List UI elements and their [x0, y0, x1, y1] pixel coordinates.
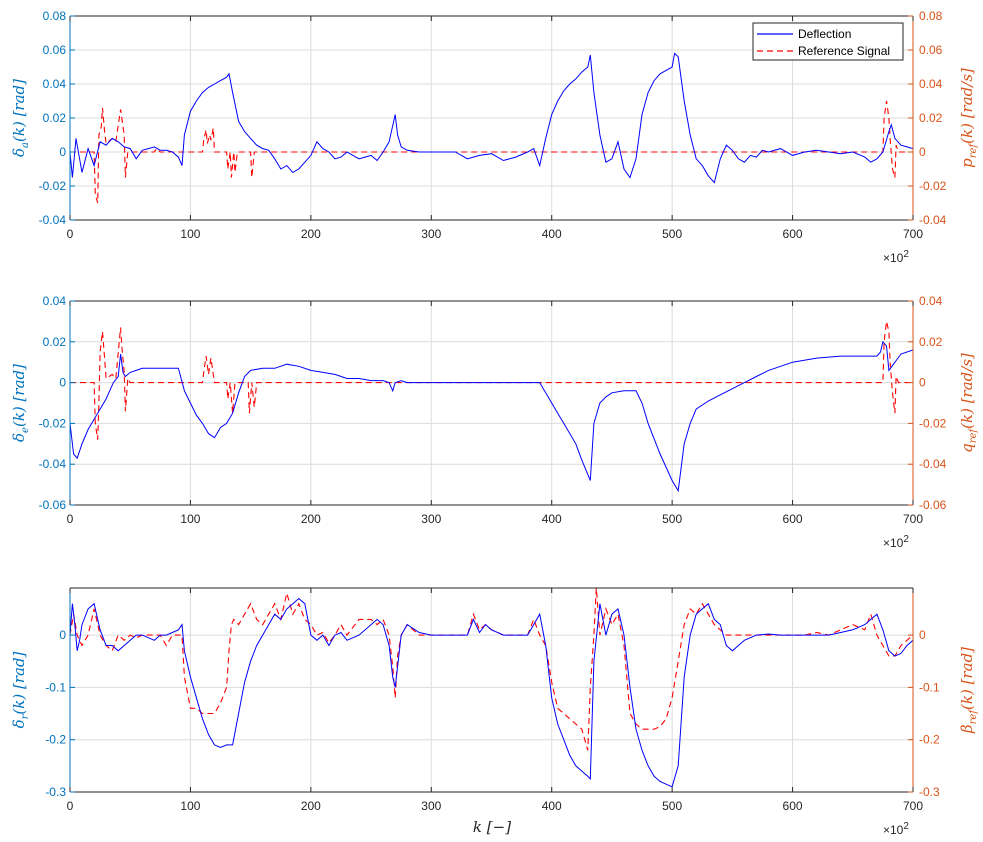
- reference-signal-line: [70, 100, 913, 204]
- y-tick-label: 0: [59, 628, 66, 642]
- plot-area: [70, 588, 913, 792]
- right-tick-label: 0.02: [919, 111, 943, 125]
- legend: Deflection Reference Signal: [752, 22, 904, 61]
- x-tick-label: 100: [180, 799, 200, 813]
- legend-deflection-label: Deflection: [798, 27, 851, 41]
- y-tick-label: -0.02: [39, 179, 67, 193]
- x-tick-label: 600: [783, 512, 803, 526]
- plot-area: [70, 301, 913, 505]
- y-axis-label-right: pref(k) [rad/s]: [958, 68, 979, 168]
- x-tick-label: 600: [783, 799, 803, 813]
- x-tick-label: 200: [301, 512, 321, 526]
- y-tick-label: -0.04: [39, 213, 67, 227]
- y-axis-label-right: qref(k) [rad/s]: [958, 353, 979, 453]
- y-axis-label-left: δe(k) [rad]: [10, 364, 31, 442]
- right-tick-label: -0.1: [919, 680, 940, 694]
- panels-group: 0 100 200 300 400 500 600 700-0.04-0.0200.020.0…: [10, 9, 979, 837]
- y-tick-label: -0.2: [45, 733, 66, 747]
- y-axis-label-left: δr(k) [rad]: [10, 651, 31, 728]
- right-tick-label: -0.04: [919, 457, 947, 471]
- y-tick-label: -0.3: [45, 785, 66, 799]
- right-tick-label: 0.02: [919, 335, 943, 349]
- y-tick-label: 0.02: [43, 111, 67, 125]
- y-tick-label: -0.04: [39, 457, 67, 471]
- panel-2: 0 100 200 300 400 500 600 700-0.06-0.04-0.0200.…: [10, 294, 979, 550]
- x-tick-label: 0: [67, 227, 74, 241]
- x-tick-label: 100: [180, 512, 200, 526]
- y-tick-label: 0.04: [43, 294, 67, 308]
- deflection-line: [70, 52, 913, 184]
- x-tick-label: 500: [662, 512, 682, 526]
- x-tick-label: 0: [67, 512, 74, 526]
- right-tick-label: 0.04: [919, 294, 943, 308]
- x-tick-label: 0: [67, 799, 74, 813]
- x-tick-label: 100: [180, 227, 200, 241]
- x-tick-label: 500: [662, 227, 682, 241]
- x-tick-label: 400: [542, 799, 562, 813]
- panel-3: 0 100 200 300 400 500 600 700-0.3-0.2-0.10-0.3-…: [10, 587, 979, 837]
- right-tick-label: -0.2: [919, 733, 940, 747]
- right-tick-label: -0.04: [919, 213, 947, 227]
- right-tick-label: 0.04: [919, 77, 943, 91]
- right-tick-label: -0.02: [919, 179, 947, 193]
- right-tick-label: 0: [919, 376, 926, 390]
- x-tick-label: 200: [301, 227, 321, 241]
- legend-box: [752, 22, 904, 61]
- x-tick-label: 300: [421, 799, 441, 813]
- y-tick-label: 0.08: [43, 9, 67, 23]
- y-tick-label: 0.04: [43, 77, 67, 91]
- y-tick-label: 0: [59, 145, 66, 159]
- right-tick-label: -0.02: [919, 416, 947, 430]
- x-exponent-label: ×102: [883, 821, 909, 837]
- y-tick-label: -0.02: [39, 416, 67, 430]
- deflection-line: [70, 340, 913, 493]
- y-tick-label: 0.06: [43, 43, 67, 57]
- x-tick-label: 700: [903, 799, 923, 813]
- right-tick-label: 0.06: [919, 43, 943, 57]
- y-tick-label: -0.06: [39, 498, 67, 512]
- y-tick-label: 0: [59, 376, 66, 390]
- x-tick-label: 700: [903, 227, 923, 241]
- y-axis-label-left: δa(k) [rad]: [10, 79, 31, 157]
- deflection-line: [70, 597, 913, 788]
- x-tick-label: 200: [301, 799, 321, 813]
- x-axis-label: k [−]: [473, 818, 511, 836]
- x-tick-label: 400: [542, 512, 562, 526]
- legend-reference-label: Reference Signal: [798, 44, 890, 58]
- right-tick-label: -0.06: [919, 498, 947, 512]
- reference-signal-line: [70, 321, 913, 440]
- right-tick-label: 0.08: [919, 9, 943, 23]
- y-tick-label: 0.02: [43, 335, 67, 349]
- x-tick-label: 400: [542, 227, 562, 241]
- x-tick-label: 300: [421, 227, 441, 241]
- right-tick-label: -0.3: [919, 785, 940, 799]
- x-exponent-label: ×102: [883, 534, 909, 550]
- x-exponent-label: ×102: [883, 249, 909, 265]
- right-tick-label: 0: [919, 145, 926, 159]
- y-tick-label: -0.1: [45, 680, 66, 694]
- x-tick-label: 300: [421, 512, 441, 526]
- right-tick-label: 0: [919, 628, 926, 642]
- y-axis-label-right: βref(k) [rad]: [958, 647, 979, 734]
- x-tick-label: 600: [783, 227, 803, 241]
- x-tick-label: 700: [903, 512, 923, 526]
- x-tick-label: 500: [662, 799, 682, 813]
